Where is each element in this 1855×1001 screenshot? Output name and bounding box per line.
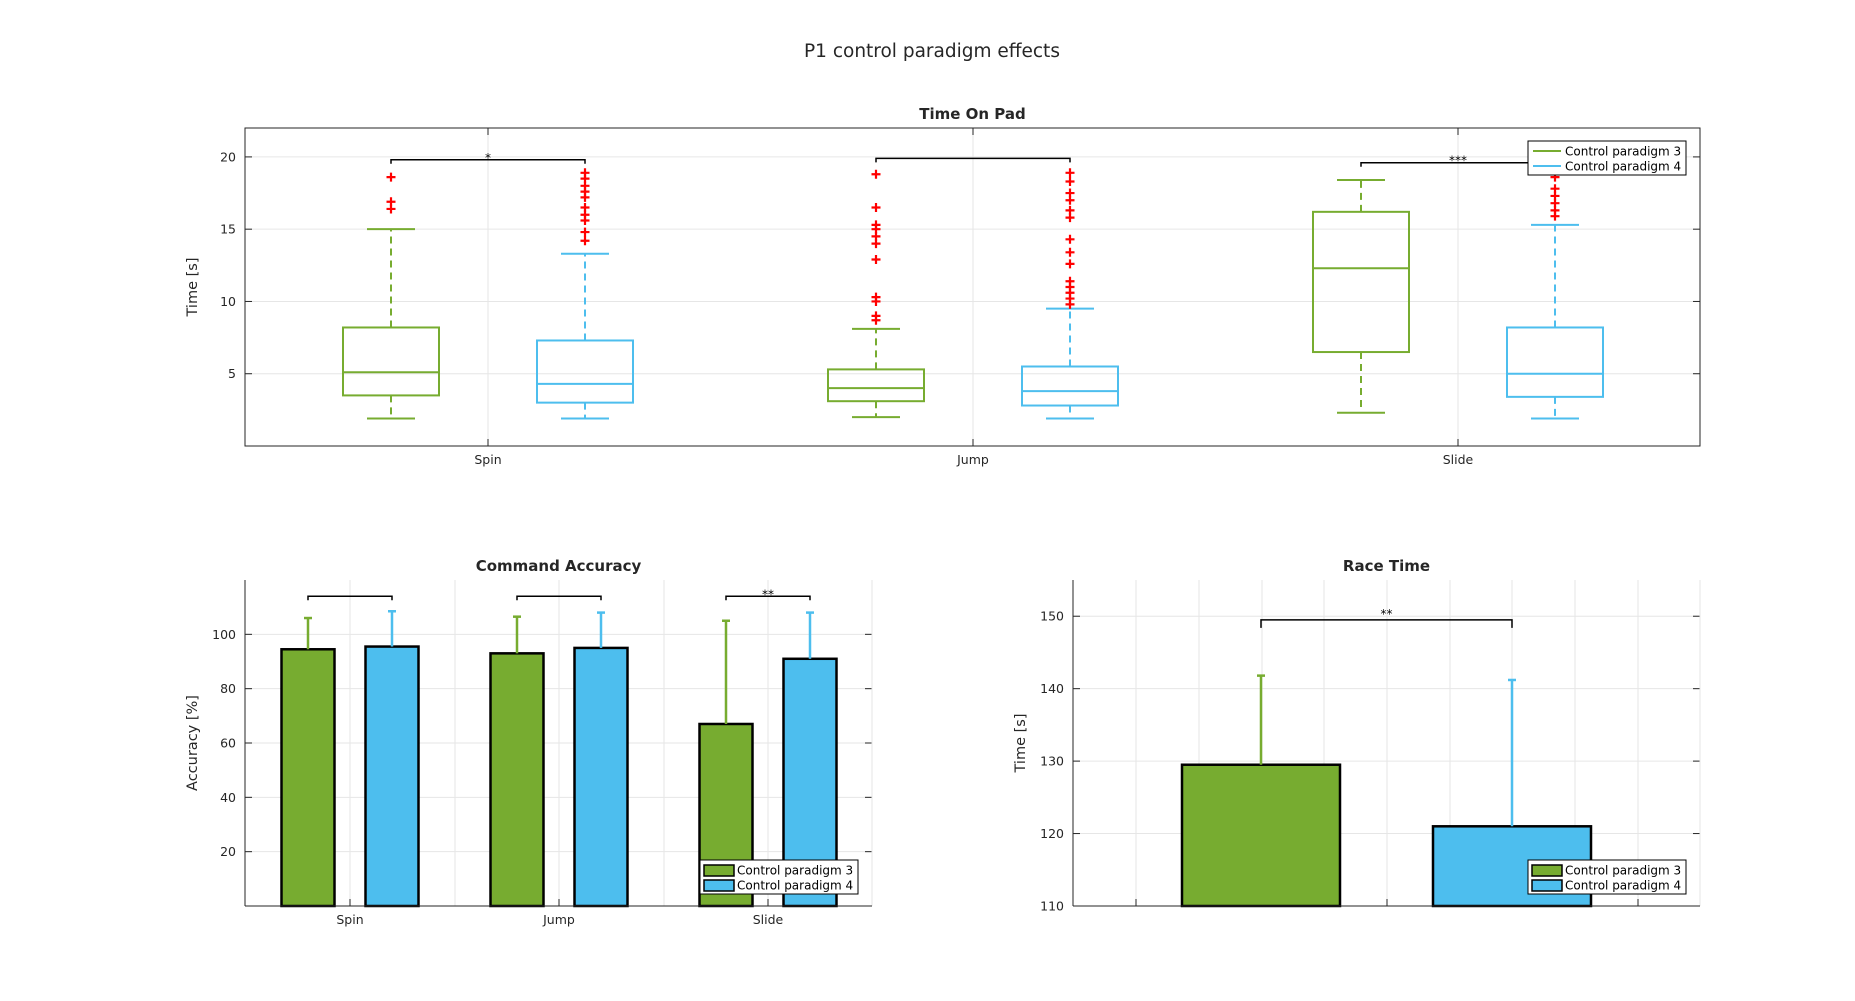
x-tick-label: Slide — [753, 912, 784, 927]
outlier-point — [871, 255, 881, 265]
panel-title: Time On Pad — [919, 105, 1026, 123]
outlier-point — [871, 169, 881, 179]
outlier-point — [1065, 168, 1075, 178]
significance-label: ** — [762, 587, 774, 601]
figure-title: P1 control paradigm effects — [804, 41, 1060, 62]
outlier-point — [386, 172, 396, 182]
x-tick-label: Jump — [542, 912, 575, 927]
outlier-point — [580, 236, 590, 246]
outlier-point — [1065, 247, 1075, 257]
legend-entry: Control paradigm 3 — [737, 864, 853, 878]
y-tick-label: 80 — [220, 681, 236, 696]
outlier-point — [580, 227, 590, 237]
panel-title: Race Time — [1343, 557, 1430, 575]
outlier-point — [580, 203, 590, 212]
y-tick-label: 15 — [220, 222, 236, 237]
legend-swatch — [703, 879, 735, 892]
significance-label: ** — [1381, 607, 1393, 621]
significance-bracket — [516, 595, 602, 601]
y-tick-label: 10 — [220, 294, 236, 309]
significance-bracket — [307, 595, 393, 601]
box-iqr — [342, 326, 440, 397]
significance-label: * — [485, 151, 491, 165]
x-tick-label: Jump — [956, 452, 989, 467]
significance-bracket — [390, 159, 586, 164]
outlier-point — [871, 311, 881, 321]
y-tick-label: 60 — [220, 736, 236, 751]
x-tick-label: Spin — [336, 912, 363, 927]
time-on-pad-panel: 5 10 15 20 Time On Pad Time [s] Spin Jump Slide *… — [185, 105, 1701, 467]
significance-bracket — [725, 595, 811, 601]
outlier-point — [1065, 205, 1075, 215]
legend-entry: Control paradigm 4 — [1565, 160, 1681, 174]
y-tick-label: 40 — [220, 790, 236, 805]
y-tick-label: 20 — [220, 149, 236, 164]
legend-box — [1527, 140, 1687, 176]
bar — [364, 645, 420, 908]
y-axis-label: Accuracy [%] — [185, 695, 201, 791]
y-tick-label: 5 — [228, 366, 236, 381]
legend-entry: Control paradigm 3 — [1565, 864, 1681, 878]
x-tick-label: Slide — [1443, 452, 1474, 467]
outlier-point — [386, 197, 396, 207]
outlier-point — [1065, 176, 1075, 186]
outlier-point — [1065, 234, 1075, 244]
bar — [573, 646, 629, 908]
x-tick-label: Spin — [474, 452, 501, 467]
y-tick-label: 130 — [1040, 754, 1064, 769]
box-iqr — [1312, 210, 1410, 354]
outlier-point — [1065, 276, 1075, 286]
command-accuracy-panel: 20 40 60 80 100 Command Accuracy Accuracy [%] S… — [185, 557, 873, 927]
box-iqr — [827, 368, 925, 403]
y-tick-label: 100 — [212, 627, 236, 642]
legend-entry: Control paradigm 4 — [1565, 879, 1681, 893]
outlier-point — [1550, 184, 1560, 194]
y-tick-label: 20 — [220, 844, 236, 859]
panel-title: Command Accuracy — [476, 557, 642, 575]
y-axis-label: Time [s] — [1013, 714, 1029, 774]
race-time-panel: 110 120 130 140 150 Race Time Time [s] ** Contro… — [1013, 557, 1701, 914]
legend-swatch — [703, 864, 735, 877]
y-tick-label: 140 — [1040, 681, 1064, 696]
outlier-point — [871, 203, 881, 212]
legend-swatch — [1531, 864, 1563, 877]
outlier-point — [1065, 259, 1075, 269]
y-axis-label: Time [s] — [185, 258, 201, 318]
significance-bracket — [875, 157, 1071, 163]
significance-bracket — [1260, 619, 1513, 628]
outlier-point — [871, 220, 881, 230]
bar — [489, 652, 545, 908]
y-tick-label: 150 — [1040, 609, 1064, 624]
y-tick-label: 120 — [1040, 826, 1064, 841]
legend-entry: Control paradigm 4 — [737, 879, 853, 893]
box-iqr — [1021, 365, 1119, 407]
axes-box — [244, 127, 1701, 447]
outlier-point — [871, 292, 881, 302]
bar — [280, 648, 336, 908]
significance-label: *** — [1449, 154, 1467, 168]
legend-entry: Control paradigm 3 — [1565, 145, 1681, 159]
bar — [1180, 763, 1342, 908]
outlier-point — [580, 168, 590, 178]
box-iqr — [536, 339, 634, 404]
y-tick-label: 110 — [1040, 899, 1064, 914]
outlier-point — [1065, 188, 1075, 198]
box-iqr — [1506, 326, 1604, 398]
legend-swatch — [1531, 879, 1563, 892]
